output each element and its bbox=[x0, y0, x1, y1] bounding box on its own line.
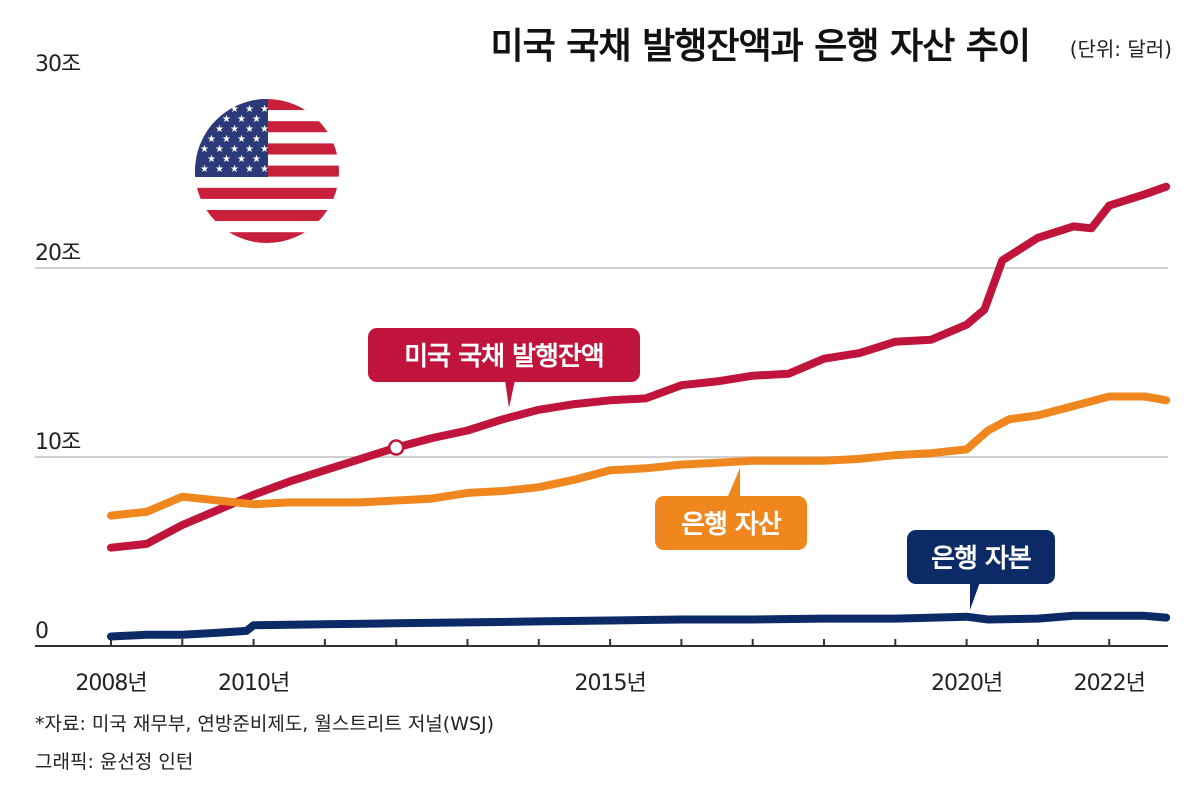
callout-pointer bbox=[505, 380, 515, 408]
unit-label: (단위: 달러) bbox=[1070, 37, 1172, 61]
callout-box bbox=[655, 496, 807, 550]
flag-stripe bbox=[195, 99, 339, 111]
flag-star: ★ bbox=[252, 114, 261, 125]
flag-star: ★ bbox=[260, 164, 269, 175]
series-line-2 bbox=[107, 611, 1171, 641]
flag-star: ★ bbox=[215, 164, 224, 175]
series-line-0 bbox=[107, 182, 1171, 552]
flag-star: ★ bbox=[260, 124, 269, 135]
x-tick-label: 2020년 bbox=[931, 671, 1002, 696]
flag-star: ★ bbox=[230, 144, 239, 155]
x-tick-label: 2015년 bbox=[574, 671, 645, 696]
flag-star: ★ bbox=[207, 134, 216, 145]
flag-star: ★ bbox=[260, 144, 269, 155]
flag-star: ★ bbox=[230, 164, 239, 175]
flag-star: ★ bbox=[200, 164, 209, 175]
flag-star: ★ bbox=[222, 134, 231, 145]
x-tick-label: 2008년 bbox=[75, 671, 146, 696]
series-label-2: 은행 자본 bbox=[907, 530, 1055, 610]
flag-star: ★ bbox=[252, 154, 261, 165]
flag-star: ★ bbox=[215, 104, 224, 115]
flag-stripe bbox=[195, 110, 339, 122]
callout-pointer bbox=[970, 582, 980, 610]
flag-star: ★ bbox=[245, 104, 254, 115]
flag-star: ★ bbox=[245, 144, 254, 155]
flag-star: ★ bbox=[230, 104, 239, 115]
flag-star: ★ bbox=[237, 114, 246, 125]
x-tick-label: 2022년 bbox=[1074, 671, 1145, 696]
callout-box bbox=[907, 530, 1055, 584]
flag-star: ★ bbox=[230, 124, 239, 135]
flag-stripe bbox=[195, 221, 339, 233]
flag-star: ★ bbox=[215, 124, 224, 135]
flag-star: ★ bbox=[222, 154, 231, 165]
series-label-1: 은행 자산 bbox=[655, 468, 807, 550]
callout-box bbox=[368, 328, 640, 382]
series-name: 미국 국채 발행잔액 bbox=[404, 342, 603, 372]
x-tick-label: 2010년 bbox=[218, 671, 289, 696]
flag-star: ★ bbox=[200, 104, 209, 115]
y-tick-label: 30조 bbox=[35, 52, 81, 77]
flag-stripe bbox=[195, 232, 339, 243]
series-name: 은행 자산 bbox=[681, 510, 782, 540]
flag-star: ★ bbox=[237, 154, 246, 165]
highlight-point bbox=[387, 439, 405, 456]
flag-star: ★ bbox=[207, 154, 216, 165]
chart-title: 미국 국채 발행잔액과 은행 자산 추이 bbox=[491, 26, 1030, 67]
flag-star: ★ bbox=[252, 134, 261, 145]
flag-star: ★ bbox=[200, 144, 209, 155]
us-flag-circle-icon: ★ ★ ★ ★ ★★ ★ ★ ★★ ★ ★ ★ ★★ ★ ★ ★★ ★ ★ ★ ★★ ★ ★ ★★ ★ ★ ★ ★ bbox=[195, 99, 339, 243]
callout-pointer bbox=[728, 468, 740, 496]
flag-star: ★ bbox=[245, 124, 254, 135]
y-tick-label: 10조 bbox=[35, 430, 81, 455]
y-tick-label: 0 bbox=[35, 619, 48, 644]
series-line-1 bbox=[107, 392, 1171, 520]
y-tick-label: 20조 bbox=[35, 241, 81, 266]
flag-stripe bbox=[195, 187, 339, 199]
flag-star: ★ bbox=[245, 164, 254, 175]
graphic-credit: 그래픽: 윤선정 인턴 bbox=[35, 751, 193, 773]
flag-stripe bbox=[195, 176, 339, 188]
flag-star: ★ bbox=[222, 114, 231, 125]
flag-stripe bbox=[195, 198, 339, 211]
flag-stripe bbox=[195, 210, 339, 222]
series-label-0: 미국 국채 발행잔액 bbox=[368, 328, 640, 408]
series-name: 은행 자본 bbox=[931, 544, 1031, 574]
flag-star: ★ bbox=[260, 104, 269, 115]
flag-star: ★ bbox=[237, 134, 246, 145]
source-note: *자료: 미국 재무부, 연방준비제도, 월스트리트 저널(WSJ) bbox=[35, 713, 494, 735]
flag-star: ★ bbox=[215, 144, 224, 155]
